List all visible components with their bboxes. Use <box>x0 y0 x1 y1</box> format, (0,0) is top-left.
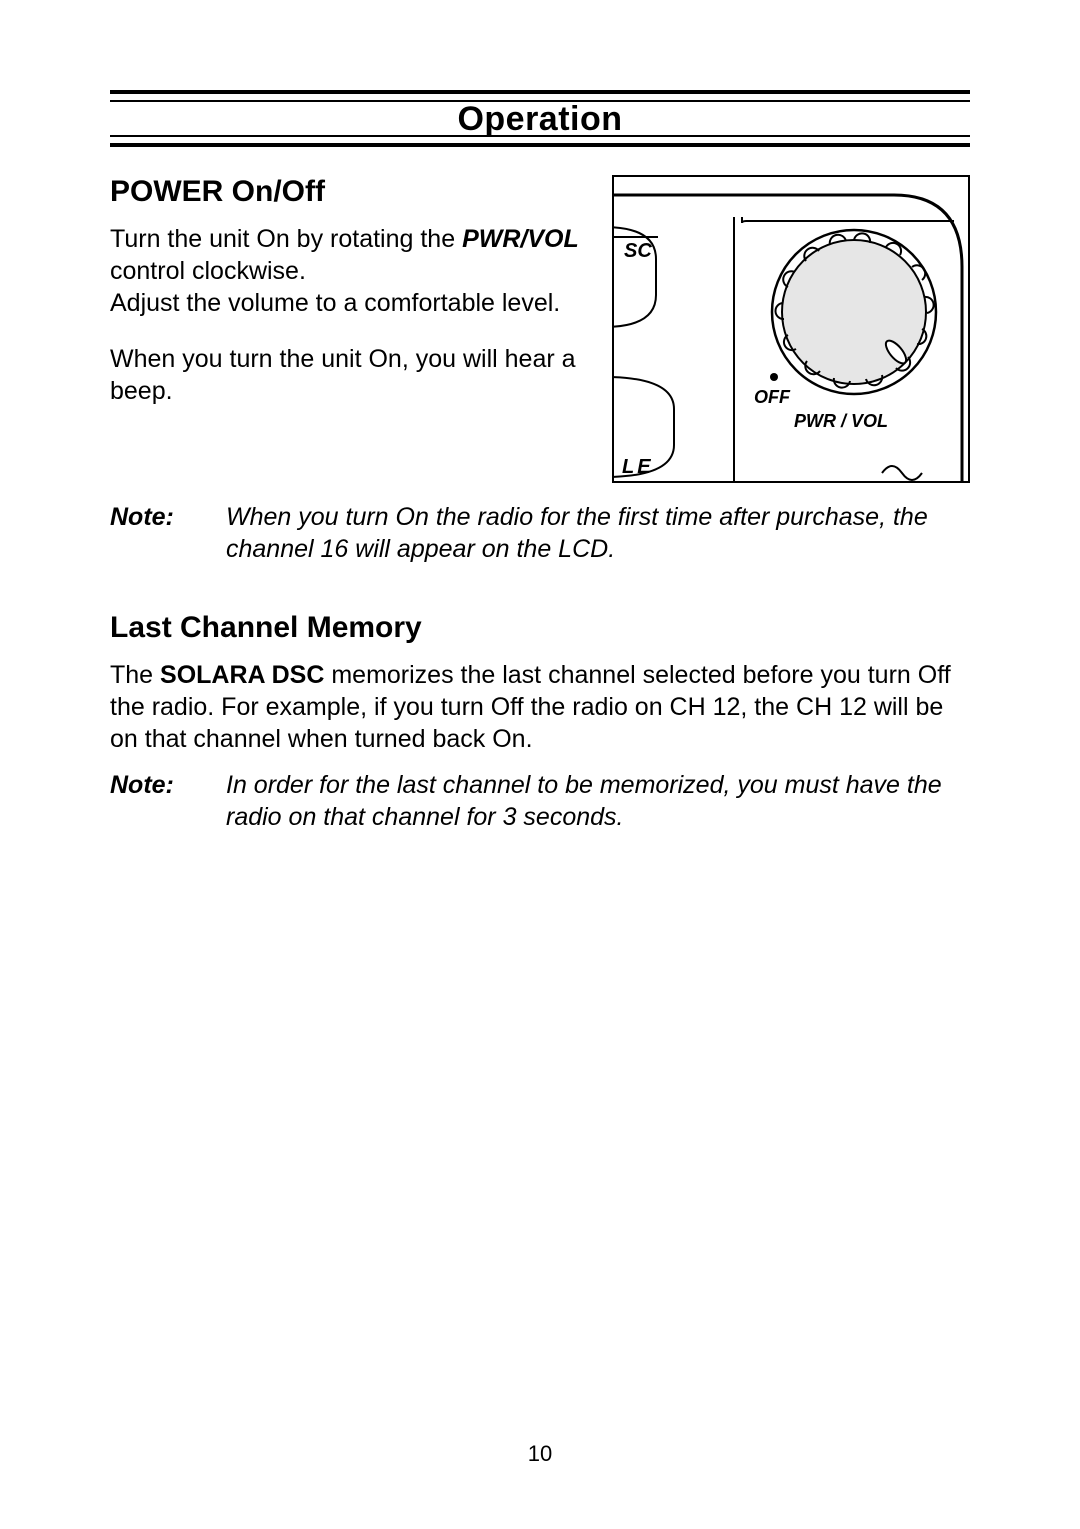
note-text-1: When you turn On the radio for the first… <box>226 501 970 565</box>
page-number: 10 <box>0 1441 1080 1467</box>
para-power-1-bi: PWR/VOL <box>462 225 579 253</box>
section-power-text: POWER On/Off Turn the unit On by rotatin… <box>110 175 598 407</box>
label-le-fragment: LE <box>622 456 654 478</box>
heading-last-channel: Last Channel Memory <box>110 611 970 645</box>
para-lc-pre: The <box>110 661 160 689</box>
label-off: OFF <box>754 387 791 407</box>
note-first-power: Note: When you turn On the radio for the… <box>110 501 970 565</box>
label-pwrvol: PWR / VOL <box>794 411 888 431</box>
page-title-box: Operation <box>110 90 970 147</box>
knob-scallop <box>775 233 933 387</box>
note-label-1: Note: <box>110 501 226 565</box>
para-power-1-pre: Turn the unit On by rotating the <box>110 225 462 253</box>
label-sc-fragment: SC <box>624 240 652 262</box>
page-title: Operation <box>110 100 970 139</box>
note-last-channel: Note: In order for the last channel to b… <box>110 769 970 833</box>
panel-inner-line <box>742 217 954 223</box>
note-label-2: Note: <box>110 769 226 833</box>
para-power-1: Turn the unit On by rotating the PWR/VOL… <box>110 223 598 319</box>
manual-page: Operation POWER On/Off Turn the unit On … <box>0 0 1080 1529</box>
para-power-2: Adjust the volume to a comfortable level… <box>110 289 560 317</box>
para-last-channel: The SOLARA DSC memorizes the last channe… <box>110 659 970 755</box>
para-power-1-post: control clockwise. <box>110 257 306 285</box>
power-knob-svg: SC LE <box>614 177 970 483</box>
figure-power-knob: SC LE <box>612 175 970 483</box>
para-power-3: When you turn the unit On, you will hear… <box>110 343 598 407</box>
off-dot <box>770 373 778 381</box>
wave-icon <box>882 466 922 480</box>
heading-power: POWER On/Off <box>110 175 598 209</box>
para-lc-b: SOLARA DSC <box>160 661 324 689</box>
note-text-2: In order for the last channel to be memo… <box>226 769 970 833</box>
section-power-row: POWER On/Off Turn the unit On by rotatin… <box>110 175 970 483</box>
